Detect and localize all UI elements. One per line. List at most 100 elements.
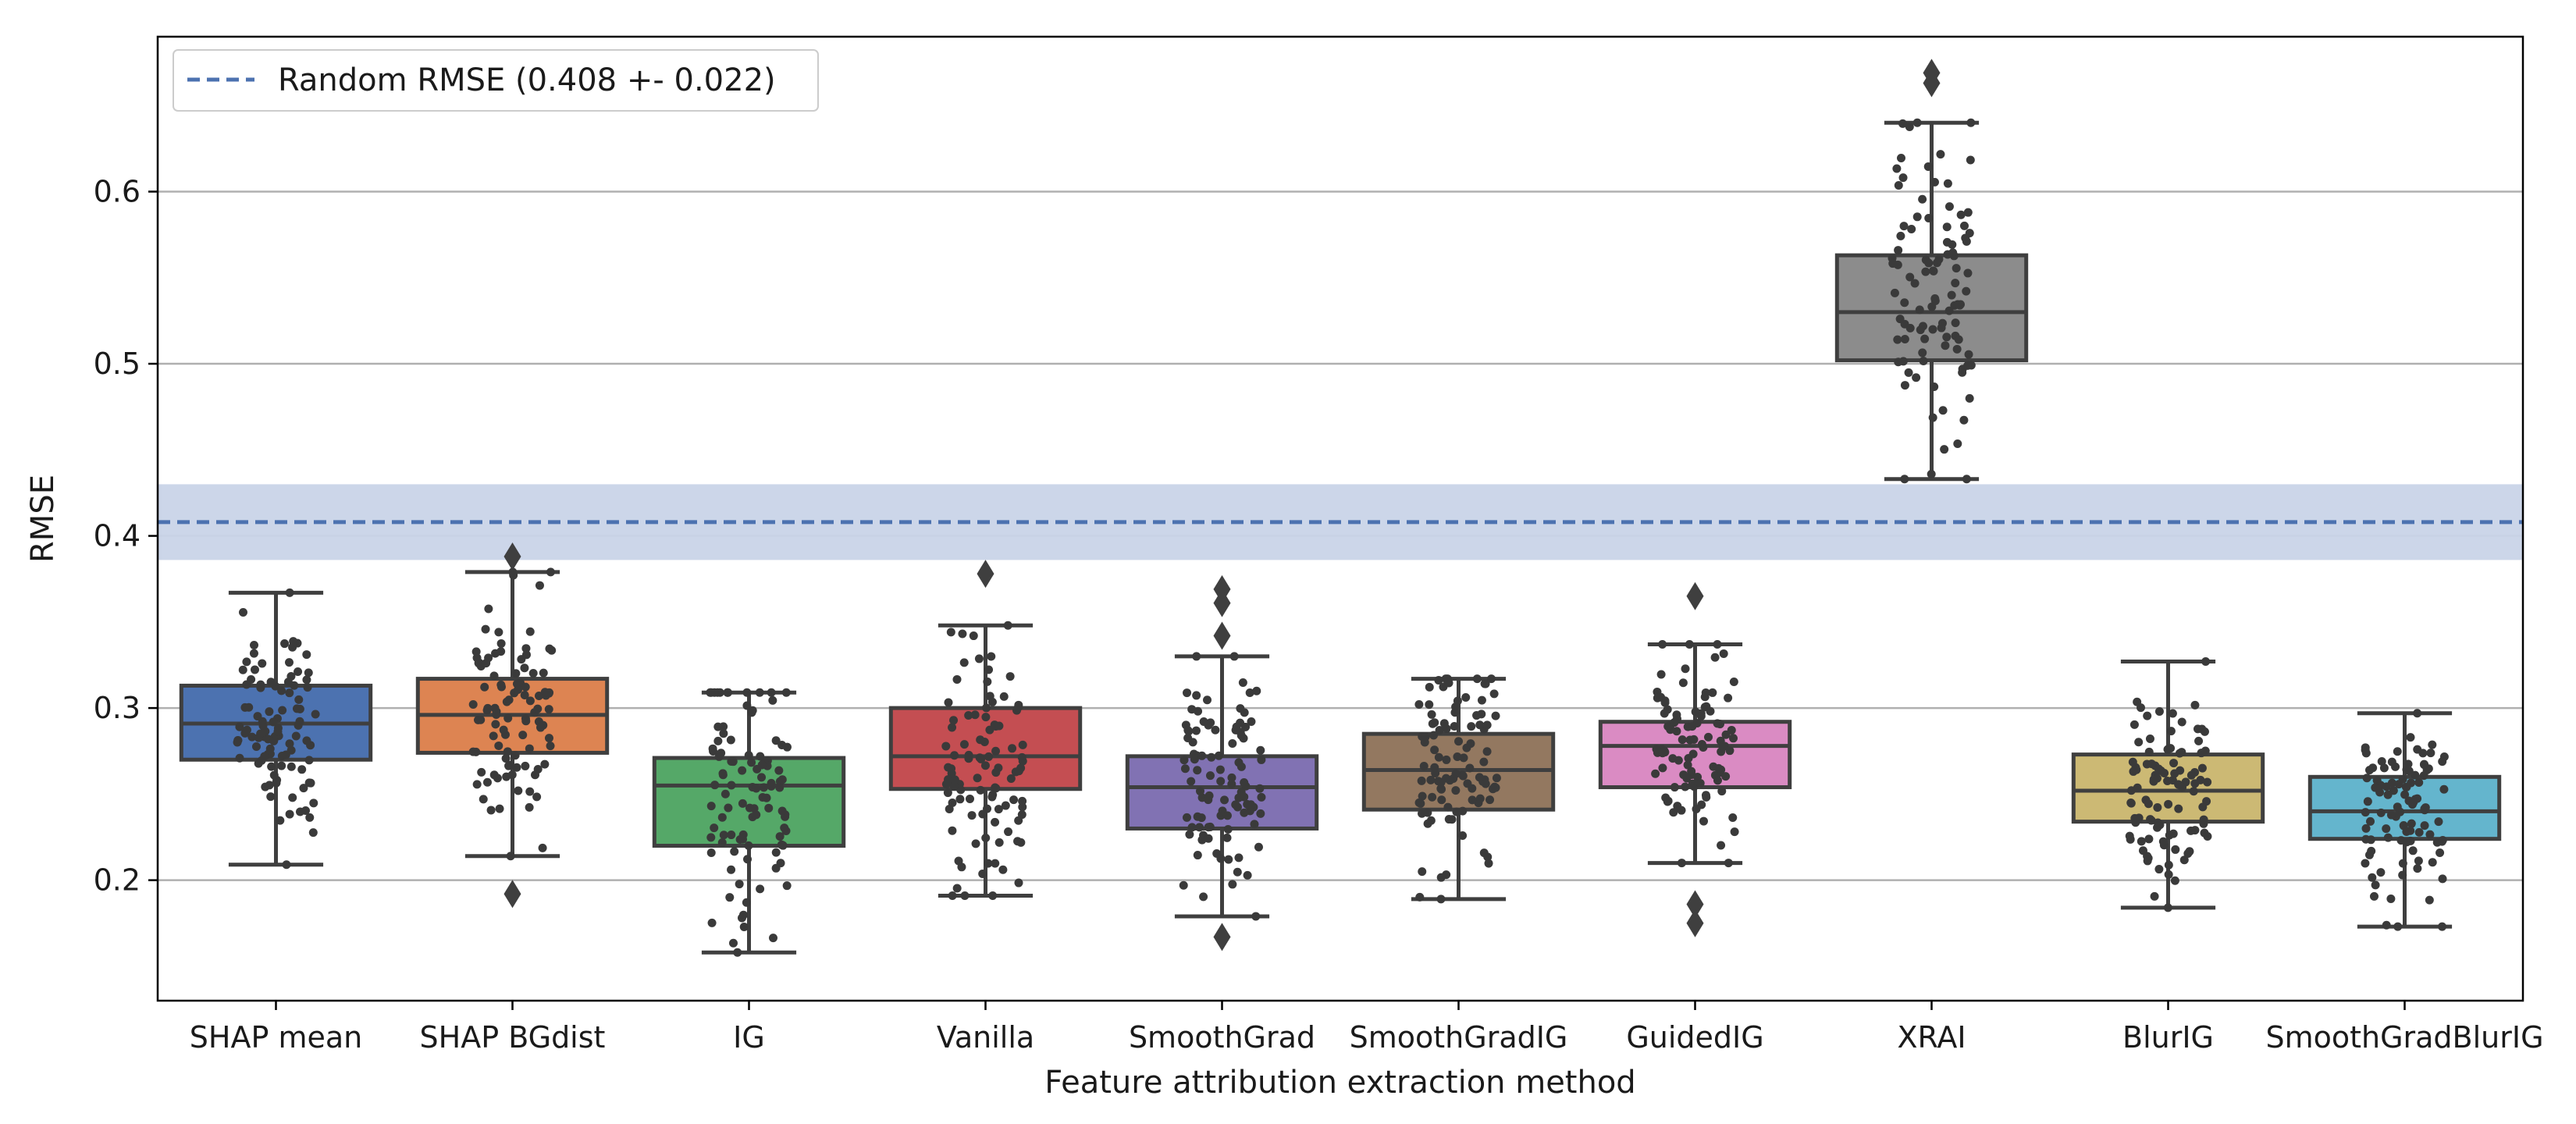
strip-point bbox=[1214, 751, 1223, 760]
strip-point bbox=[468, 747, 478, 756]
strip-point bbox=[1713, 719, 1722, 728]
strip-point bbox=[285, 688, 294, 698]
strip-point bbox=[531, 770, 540, 780]
strip-point bbox=[2150, 891, 2159, 901]
strip-point bbox=[2190, 779, 2200, 788]
strip-point bbox=[758, 792, 767, 802]
strip-point bbox=[503, 713, 513, 723]
strip-point bbox=[520, 691, 529, 700]
strip-point bbox=[1958, 368, 1967, 377]
strip-point bbox=[981, 713, 991, 722]
box-iqr bbox=[652, 756, 846, 848]
strip-point bbox=[2149, 777, 2158, 786]
strip-point bbox=[2426, 749, 2435, 758]
strip-point bbox=[1687, 767, 1696, 776]
strip-point bbox=[1677, 806, 1686, 815]
strip-point bbox=[1934, 254, 1944, 264]
strip-point bbox=[288, 793, 297, 802]
strip-point bbox=[2153, 802, 2162, 812]
strip-point bbox=[269, 736, 279, 745]
strip-point bbox=[2393, 747, 2402, 756]
strip-point bbox=[2404, 767, 2414, 776]
strip-point bbox=[511, 669, 521, 678]
strip-point bbox=[965, 794, 974, 803]
strip-point bbox=[1257, 792, 1266, 802]
strip-point bbox=[1929, 266, 1938, 276]
strip-point bbox=[2179, 855, 2189, 865]
strip-point bbox=[2382, 824, 2391, 834]
strip-point bbox=[2154, 764, 2163, 774]
strip-point bbox=[1936, 150, 1945, 159]
strip-point bbox=[1959, 415, 1969, 425]
strip-point bbox=[2171, 845, 2180, 854]
strip-point bbox=[958, 629, 967, 638]
strip-point bbox=[1672, 710, 1681, 720]
strip-point bbox=[1256, 745, 1265, 755]
strip-point bbox=[282, 860, 291, 870]
strip-point bbox=[1014, 878, 1023, 887]
strip-point bbox=[2129, 767, 2138, 776]
strip-point bbox=[1236, 762, 1246, 771]
strip-point bbox=[292, 704, 301, 713]
strip-points bbox=[233, 118, 2449, 957]
strip-point bbox=[727, 865, 736, 874]
strip-point bbox=[238, 608, 247, 617]
strip-point bbox=[521, 682, 530, 692]
strip-point bbox=[1719, 649, 1728, 658]
strip-point bbox=[1717, 787, 1727, 796]
strip-point bbox=[1484, 859, 1493, 868]
strip-point bbox=[1434, 676, 1443, 685]
strip-point bbox=[521, 761, 530, 770]
legend: Random RMSE (0.408 +- 0.022) bbox=[173, 49, 819, 112]
strip-point bbox=[1017, 810, 1026, 820]
strip-point bbox=[969, 631, 978, 641]
strip-point bbox=[737, 913, 746, 923]
strip-point bbox=[1419, 761, 1429, 770]
strip-point bbox=[2154, 706, 2164, 716]
strip-point bbox=[1920, 334, 1930, 343]
outlier-diamond bbox=[1213, 621, 1231, 650]
strip-point bbox=[707, 918, 717, 927]
strip-point bbox=[2143, 711, 2152, 720]
strip-point bbox=[983, 677, 992, 686]
strip-point bbox=[2186, 770, 2196, 780]
strip-point bbox=[1955, 301, 1965, 310]
strip-point bbox=[525, 787, 535, 796]
strip-point bbox=[2375, 788, 2385, 797]
strip-point bbox=[1930, 293, 1940, 303]
strip-point bbox=[507, 770, 517, 780]
strip-point bbox=[2183, 848, 2193, 858]
strip-point bbox=[1927, 469, 1936, 478]
strip-point bbox=[303, 683, 312, 692]
strip-point bbox=[256, 680, 265, 689]
strip-point bbox=[2165, 831, 2174, 840]
strip-point bbox=[728, 757, 738, 767]
strip-point bbox=[743, 855, 753, 864]
strip-point bbox=[714, 752, 724, 761]
strip-point bbox=[2368, 873, 2377, 882]
strip-point bbox=[1679, 770, 1688, 780]
strip-point bbox=[499, 725, 508, 735]
strip-point bbox=[976, 785, 985, 795]
strip-point bbox=[481, 624, 490, 634]
strip-point bbox=[724, 803, 733, 813]
strip-point bbox=[1948, 248, 1958, 258]
strip-point bbox=[1016, 838, 1026, 847]
strip-point bbox=[941, 742, 951, 751]
y-axis-label: RMSE bbox=[25, 475, 61, 563]
strip-point bbox=[278, 706, 287, 715]
strip-point bbox=[1683, 760, 1692, 770]
strip-point bbox=[767, 688, 776, 697]
legend-box bbox=[173, 49, 819, 112]
strip-point bbox=[1941, 341, 1950, 350]
strip-point bbox=[1450, 722, 1459, 731]
strip-point bbox=[1250, 820, 1259, 829]
strip-point bbox=[777, 775, 787, 784]
strip-point bbox=[706, 802, 716, 811]
strip-point bbox=[1197, 835, 1207, 845]
strip-point bbox=[1468, 795, 1477, 805]
strip-point bbox=[1890, 288, 1899, 297]
strip-point bbox=[285, 588, 294, 597]
strip-point bbox=[2168, 709, 2177, 718]
strip-point bbox=[521, 644, 531, 653]
